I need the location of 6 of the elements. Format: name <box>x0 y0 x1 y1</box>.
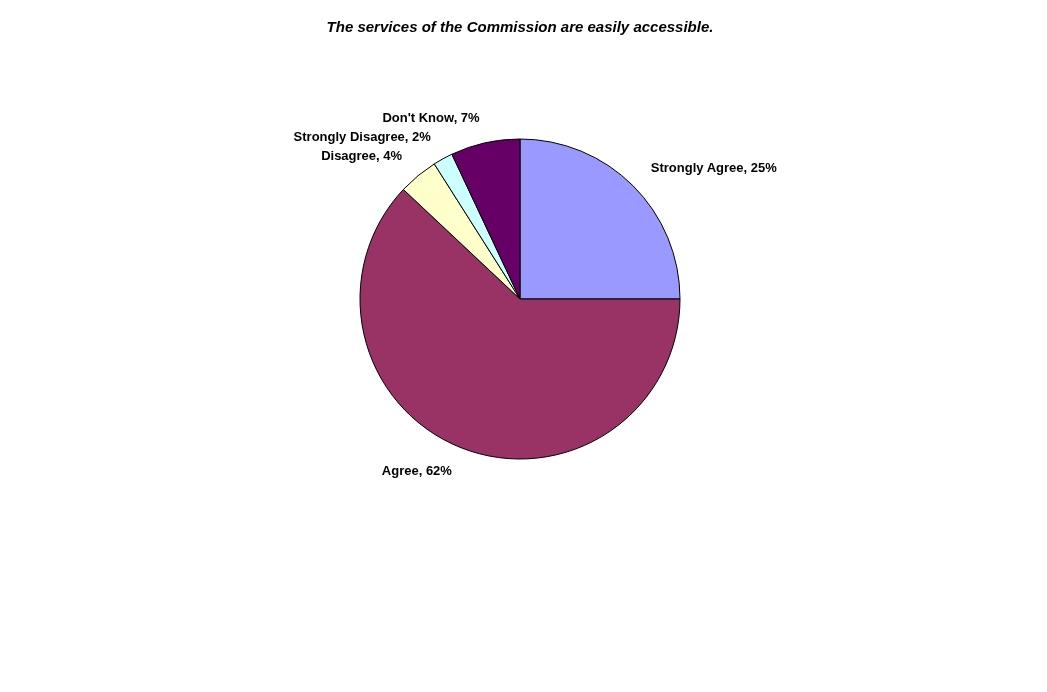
slice-label: Strongly Agree, 25% <box>650 160 778 176</box>
slice-label: Strongly Disagree, 2% <box>293 128 432 144</box>
slice-label: Agree, 62% <box>381 463 453 479</box>
slice-label: Disagree, 4% <box>321 148 403 164</box>
slice-label: Don't Know, 7% <box>382 110 481 126</box>
chart-title: The services of the Commission are easily accessible. <box>326 18 714 35</box>
